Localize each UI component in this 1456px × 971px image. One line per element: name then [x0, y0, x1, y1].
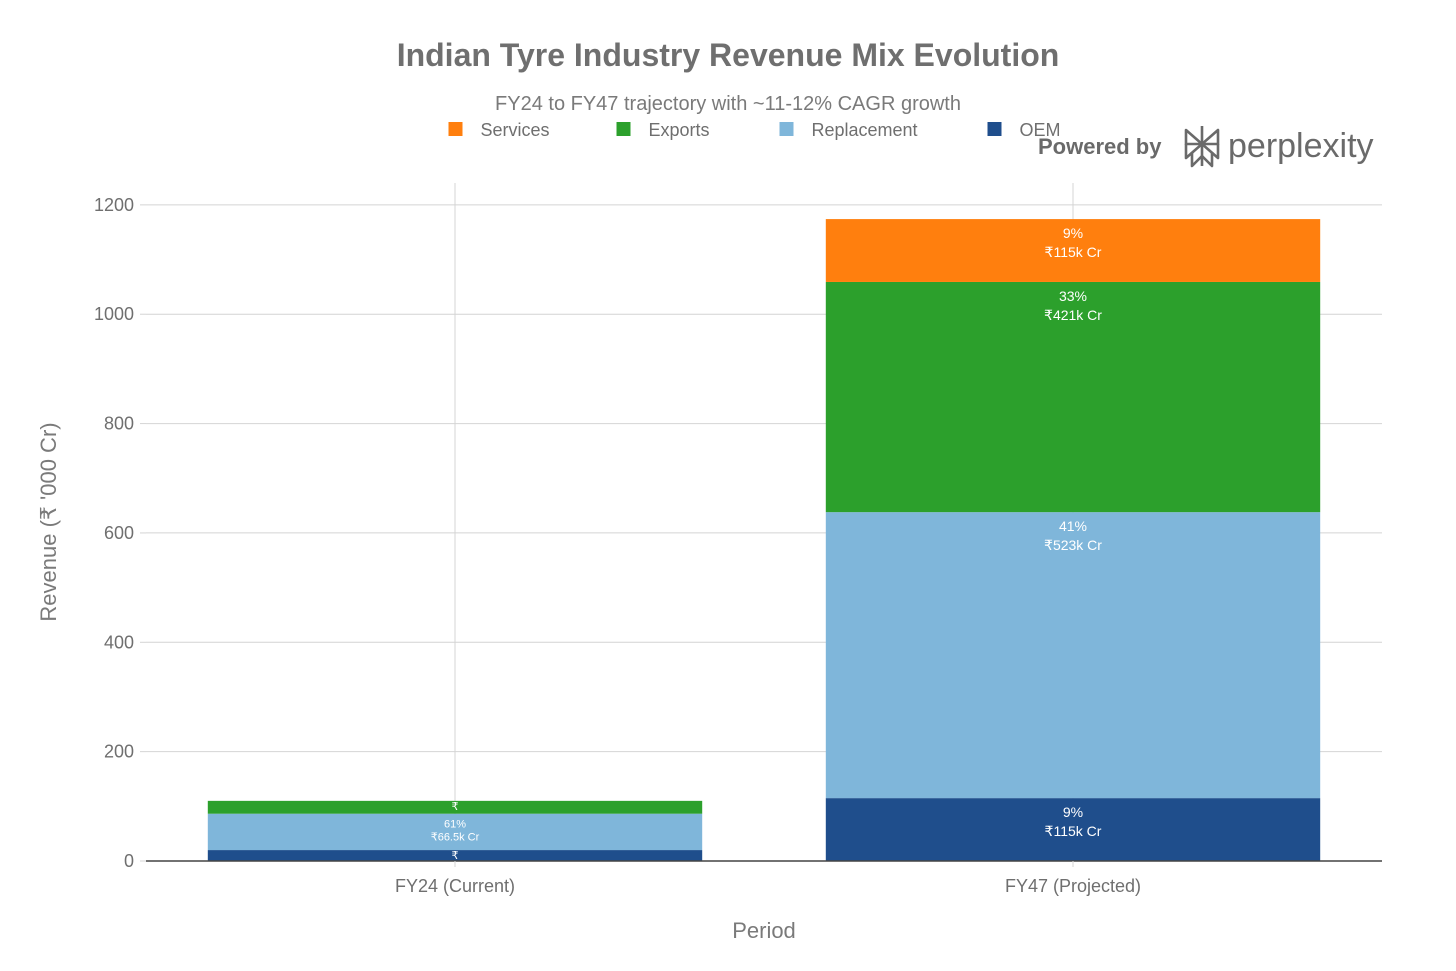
y-tick-label: 1200 [94, 195, 134, 215]
chart-subtitle: FY24 to FY47 trajectory with ~11-12% CAG… [495, 93, 961, 115]
bar-segment-replacement-fy24-current [207, 813, 703, 851]
bar-segment-services-fy47-projected [825, 219, 1321, 282]
legend-label: Exports [649, 120, 710, 140]
y-axis-title: Revenue (₹ '000 Cr) [36, 422, 61, 621]
legend-item-exports: Exports [616, 120, 710, 140]
legend-item-oem: OEM [987, 120, 1061, 140]
perplexity-wordmark: perplexity [1228, 127, 1374, 165]
legend-swatch [616, 122, 631, 136]
bar-data-label: ₹523k Cr [1044, 537, 1102, 553]
bar-data-label: 9% [1063, 804, 1083, 820]
bar-data-label: ₹ [452, 801, 459, 813]
x-axis-title: Period [732, 918, 796, 943]
legend-swatch [987, 122, 1002, 136]
bar-stack-fy24-current: ₹61%₹66.5k Cr ₹ [207, 800, 703, 862]
legend-swatch [779, 122, 794, 136]
y-tick-label: 600 [104, 523, 134, 543]
y-tick-label: 200 [104, 742, 134, 762]
legend-label: Services [481, 120, 550, 140]
chart-bars: ₹61%₹66.5k Cr ₹ 9% ₹115k Cr 41% ₹523k Cr 33% ₹4… [207, 219, 1321, 862]
chart-title: Indian Tyre Industry Revenue Mix Evoluti… [397, 37, 1060, 73]
bar-data-label: 61% [444, 819, 466, 831]
bar-data-label: ₹115k Cr [1045, 244, 1102, 260]
bar-data-label: 41% [1059, 518, 1087, 534]
legend-item-replacement: Replacement [779, 120, 918, 140]
x-axis-ticks: FY24 (Current) FY47 (Projected) [395, 861, 1141, 896]
x-tick-label: FY24 (Current) [395, 876, 515, 896]
y-tick-label: 0 [124, 851, 134, 871]
legend-label: Replacement [812, 120, 918, 140]
bar-data-label: 33% [1059, 288, 1087, 304]
bar-data-label: ₹ [452, 850, 459, 862]
y-tick-label: 1000 [94, 304, 134, 324]
y-axis-ticks: 0 200 400 600 800 1000 1200 [94, 195, 146, 871]
bar-segment-replacement-fy47-projected [825, 512, 1321, 799]
bar-segment-exports-fy24-current [207, 800, 703, 814]
bar-data-label: ₹115k Cr [1045, 823, 1102, 839]
legend-item-services: Services [448, 120, 550, 140]
chart-legend: Services Exports Replacement OEM [448, 120, 1061, 140]
y-tick-label: 400 [104, 632, 134, 652]
perplexity-logo-icon [1184, 126, 1220, 168]
y-tick-label: 800 [104, 414, 134, 434]
bar-stack-fy47-projected: 9% ₹115k Cr 41% ₹523k Cr 33% ₹421k Cr 9% ₹115k … [825, 219, 1321, 861]
bar-segment-oem-fy24-current [207, 850, 703, 861]
bar-data-label: 9% [1063, 225, 1083, 241]
legend-swatch [448, 122, 463, 136]
powered-by-label: Powered by [1038, 134, 1162, 159]
bar-data-label: ₹66.5k Cr [431, 832, 480, 844]
bar-segment-oem-fy47-projected [825, 798, 1321, 861]
x-tick-label: FY47 (Projected) [1005, 876, 1141, 896]
powered-by-brand: Powered by perplexity [1038, 126, 1374, 168]
legend-label: OEM [1020, 120, 1061, 140]
bar-segment-exports-fy47-projected [825, 281, 1321, 513]
bar-data-label: ₹421k Cr [1044, 307, 1102, 323]
